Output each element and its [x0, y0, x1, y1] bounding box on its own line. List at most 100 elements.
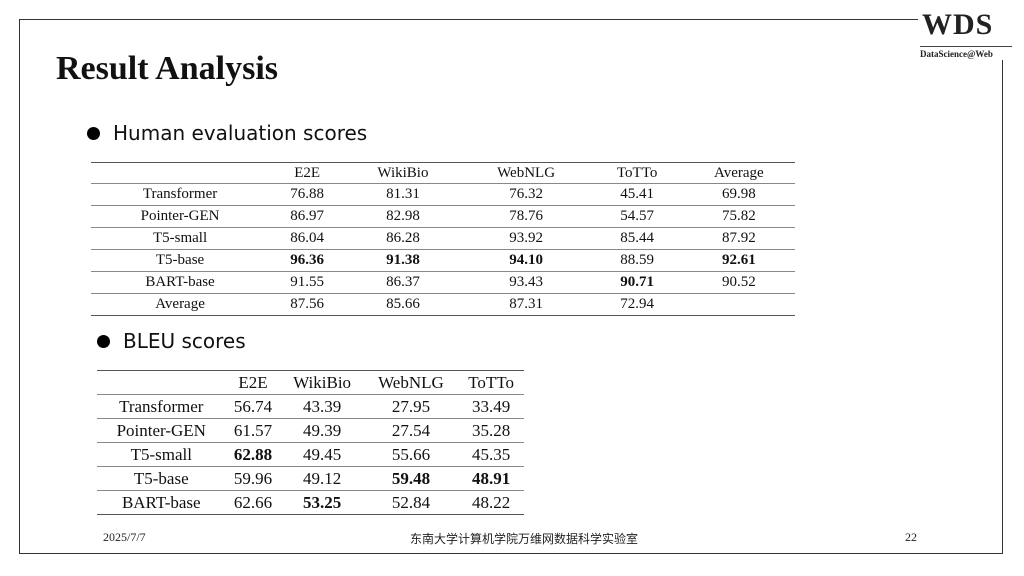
table-cell: 54.57 — [591, 205, 683, 228]
bullet-dot-icon — [97, 334, 110, 348]
table-cell: 59.48 — [363, 466, 459, 491]
table-cell: 59.96 — [225, 466, 281, 491]
table-cell: 35.28 — [458, 418, 524, 443]
slide-title: Result Analysis — [56, 50, 278, 87]
table-cell: 76.88 — [269, 183, 346, 206]
table-cell: 75.82 — [682, 205, 795, 228]
slide-frame — [19, 19, 1003, 554]
row-label: T5-small — [97, 442, 226, 467]
table-cell: 87.56 — [290, 296, 325, 312]
table-cell: 93.92 — [460, 227, 592, 250]
table-cell: 27.54 — [363, 418, 459, 443]
table-header-row: E2E WikiBio WebNLG ToTTo — [97, 370, 524, 395]
table-cell — [683, 294, 795, 316]
table-row: Average 87.56 85.66 87.31 72.94 — [91, 294, 795, 316]
table-cell: 86.28 — [345, 227, 461, 250]
table-cell: 69.98 — [682, 183, 795, 206]
footer-date: 2025/7/7 — [103, 530, 146, 544]
row-label: T5-small — [91, 227, 270, 250]
row-label: BART-base — [91, 271, 270, 294]
column-header — [97, 370, 226, 395]
table-cell: 61.57 — [225, 418, 281, 443]
table-cell: 86.04 — [269, 227, 346, 250]
table-row: BART-base 62.66 53.25 52.84 48.22 — [97, 491, 524, 515]
table-row: Pointer-GEN 61.57 49.39 27.54 35.28 — [97, 418, 524, 443]
column-header: WebNLG — [363, 370, 459, 395]
row-label: Transformer — [91, 183, 270, 206]
column-header: E2E — [225, 370, 281, 395]
column-header: ToTTo — [458, 370, 524, 395]
logo-subtext: DataScience@Web — [920, 49, 993, 59]
table-cell: 33.49 — [458, 394, 524, 419]
table-cell: 72.94 — [620, 296, 654, 312]
table-row: Transformer 56.74 43.39 27.95 33.49 — [97, 394, 524, 419]
column-header: ToTTo — [591, 162, 683, 184]
table-cell: 91.55 — [269, 271, 346, 294]
table-row: T5-base 96.36 91.38 94.10 88.59 92.61 — [91, 249, 795, 272]
table-cell: 88.59 — [591, 249, 683, 272]
table-cell: 53.25 — [303, 492, 342, 512]
column-header: WikiBio — [280, 370, 364, 395]
table-row: Transformer 76.88 81.31 76.32 45.41 69.98 — [91, 183, 795, 206]
table-cell: 43.39 — [280, 394, 364, 419]
table-cell: 48.22 — [471, 492, 511, 512]
table-cell: 85.66 — [386, 296, 420, 312]
table-cell: 94.10 — [460, 249, 592, 272]
logo-divider — [920, 46, 1012, 47]
table-cell: 56.74 — [225, 394, 281, 419]
bullet-bleu: BLEU scores — [97, 329, 246, 353]
column-header: E2E — [269, 162, 346, 184]
bullet-label: Human evaluation scores — [113, 121, 368, 145]
table-row: T5-small 86.04 86.28 93.92 85.44 87.92 — [91, 227, 795, 250]
bullet-label: BLEU scores — [123, 329, 246, 353]
human-eval-table: E2E WikiBio WebNLG ToTTo Average Transformer… — [91, 162, 795, 316]
table-cell: 27.95 — [363, 394, 459, 419]
row-label: T5-base — [91, 249, 270, 272]
table-cell: 62.88 — [225, 442, 281, 467]
table-cell: 49.12 — [280, 466, 364, 491]
table-row: T5-base 59.96 49.12 59.48 48.91 — [97, 466, 524, 491]
table-cell: 52.84 — [391, 492, 431, 512]
bleu-table: E2E WikiBio WebNLG ToTTo Transformer 56.74 43… — [97, 370, 524, 515]
table-cell: 90.71 — [591, 271, 683, 294]
table-cell: 91.38 — [345, 249, 461, 272]
table-cell: 49.45 — [280, 442, 364, 467]
table-cell: 48.91 — [458, 466, 524, 491]
row-label: Pointer-GEN — [97, 418, 226, 443]
wds-logo: WDS DataScience@Web — [918, 6, 1016, 60]
row-label: Average — [155, 296, 205, 312]
table-cell: 81.31 — [345, 183, 461, 206]
page-number: 22 — [905, 530, 917, 544]
table-cell: 82.98 — [345, 205, 461, 228]
table-row: Pointer-GEN 86.97 82.98 78.76 54.57 75.82 — [91, 205, 795, 228]
table-cell: 86.97 — [269, 205, 346, 228]
table-cell: 93.43 — [460, 271, 592, 294]
column-header: Average — [682, 162, 795, 184]
table-row: BART-base 91.55 86.37 93.43 90.71 90.52 — [91, 271, 795, 294]
column-header — [91, 162, 270, 184]
table-cell: 78.76 — [460, 205, 592, 228]
column-header: WebNLG — [460, 162, 592, 184]
bullet-human-eval: Human evaluation scores — [87, 121, 367, 145]
table-cell: 45.41 — [591, 183, 683, 206]
footer-lab-name: 东南大学计算机学院万维网数据科学实验室 — [410, 532, 639, 546]
bullet-dot-icon — [87, 126, 100, 140]
row-label: T5-base — [97, 466, 226, 491]
table-cell: 85.44 — [591, 227, 683, 250]
table-header-row: E2E WikiBio WebNLG ToTTo Average — [91, 162, 795, 184]
table-cell: 86.37 — [345, 271, 461, 294]
row-label: Pointer-GEN — [91, 205, 270, 228]
table-cell: 87.31 — [509, 296, 543, 312]
row-label: Transformer — [97, 394, 226, 419]
table-row: T5-small 62.88 49.45 55.66 45.35 — [97, 442, 524, 467]
table-cell: 49.39 — [280, 418, 364, 443]
table-cell: 96.36 — [269, 249, 346, 272]
logo-main-text: WDS — [922, 8, 994, 41]
table-cell: 90.52 — [682, 271, 795, 294]
row-label: BART-base — [121, 492, 201, 512]
table-cell: 92.61 — [682, 249, 795, 272]
table-cell: 45.35 — [458, 442, 524, 467]
column-header: WikiBio — [345, 162, 461, 184]
table-cell: 76.32 — [460, 183, 592, 206]
table-cell: 87.92 — [682, 227, 795, 250]
